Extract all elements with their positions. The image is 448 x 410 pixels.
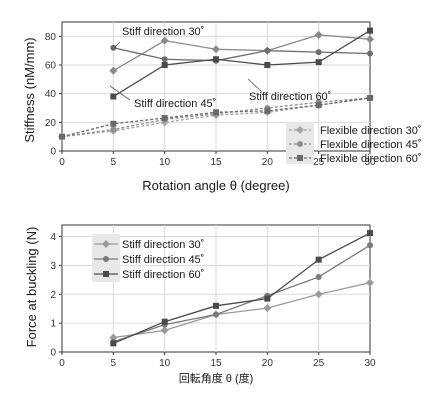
data-point (315, 273, 322, 280)
data-point (264, 47, 271, 54)
data-point (263, 304, 272, 313)
data-point (161, 318, 168, 325)
data-point (315, 49, 322, 56)
y-axis-title: Stiffness (nM/mm) (22, 37, 37, 142)
data-point (367, 230, 373, 237)
data-point (59, 133, 65, 140)
data-point (367, 50, 373, 57)
data-point (161, 115, 168, 122)
x-tick-label: 10 (159, 157, 171, 168)
legend-label: Flexible direction 60˚ (320, 153, 422, 165)
x-tick-label: 30 (364, 358, 376, 369)
y-tick-label: 1 (50, 319, 56, 330)
annotation-label: Stiff direction 60˚ (249, 91, 331, 103)
annotation-leader (109, 85, 131, 101)
annotation-leader (111, 41, 121, 51)
y-tick-label: 4 (50, 232, 56, 243)
data-point (161, 56, 168, 63)
legend-marker (296, 126, 304, 134)
annotation-label: Stiff direction 30˚ (122, 26, 204, 38)
legend-label: Stiff direction 45˚ (122, 254, 204, 266)
x-tick-label: 10 (159, 358, 171, 369)
series-line (113, 47, 371, 62)
chart-2: 0 1 2 3 4 0 5 10 15 20 25 30 回転角度 θ (度) Force at buck… (24, 224, 376, 385)
data-point (366, 35, 374, 44)
data-point (264, 295, 271, 302)
data-point (213, 109, 219, 116)
data-point (367, 94, 373, 101)
data-point (366, 278, 374, 287)
data-point (315, 59, 322, 66)
legend-label: Stiff direction 60˚ (122, 269, 204, 281)
x-tick-label: 15 (210, 157, 222, 168)
data-point (315, 102, 322, 109)
data-point (110, 340, 117, 347)
data-point (367, 27, 373, 34)
y-axis-title: Force at buckling (N) (24, 227, 39, 348)
x-tick-label: 20 (262, 358, 274, 369)
data-point (110, 120, 117, 127)
x-axis-title: 回転角度 θ (度) (179, 371, 254, 385)
series-line (113, 34, 371, 72)
y-tick-label: 0 (50, 348, 56, 359)
x-tick-label: 0 (59, 358, 65, 369)
data-point (213, 311, 219, 318)
data-point (109, 333, 118, 342)
data-point (212, 45, 220, 54)
data-point (110, 44, 117, 51)
x-tick-label: 20 (262, 157, 274, 168)
annotation-leader (247, 78, 263, 93)
x-tick-label: 5 (111, 157, 117, 168)
y-tick-label: 60 (45, 61, 57, 72)
data-point (213, 56, 219, 63)
y-tick-label: 0 (50, 147, 56, 158)
y-tick-label: 3 (50, 261, 56, 272)
legend-marker (297, 141, 303, 147)
legend-label: Stiff direction 30˚ (122, 239, 204, 251)
data-point (264, 62, 271, 68)
data-point (314, 30, 323, 39)
x-tick-label: 15 (210, 358, 222, 369)
legend-label: Flexible direction 30˚ (320, 125, 422, 137)
data-point (160, 326, 169, 335)
series-line (113, 282, 371, 339)
series-line (112, 30, 371, 98)
data-point (315, 256, 322, 263)
data-point (110, 93, 117, 100)
legend-marker (103, 271, 109, 277)
legend-marker (297, 155, 303, 161)
data-point (161, 62, 168, 68)
y-tick-label: 40 (45, 89, 57, 100)
x-tick-label: 5 (111, 358, 117, 369)
chart-1: 0 20 40 60 80 0 5 10 15 20 25 30 Rotation angle θ (d… (22, 21, 422, 193)
y-tick-label: 80 (45, 32, 57, 43)
y-tick-label: 20 (45, 118, 57, 129)
series-line (113, 244, 371, 343)
y-tick-label: 2 (50, 290, 56, 301)
data-point (160, 36, 169, 45)
legend-label: Flexible direction 45˚ (320, 139, 422, 151)
data-point (367, 242, 373, 249)
x-tick-label: 25 (313, 358, 325, 369)
x-tick-label: 25 (313, 157, 325, 168)
data-point (110, 126, 117, 133)
x-tick-label: 30 (364, 157, 376, 168)
x-tick-label: 0 (59, 157, 65, 168)
x-axis-title: Rotation angle θ (degree) (142, 178, 289, 193)
annotation-label: Stiff direction 45˚ (134, 98, 216, 110)
legend-marker (102, 240, 110, 248)
legend-marker (103, 256, 109, 262)
data-point (314, 290, 323, 299)
data-point (264, 107, 271, 114)
series-line (113, 232, 371, 344)
data-point (109, 66, 118, 75)
data-point (213, 302, 219, 309)
